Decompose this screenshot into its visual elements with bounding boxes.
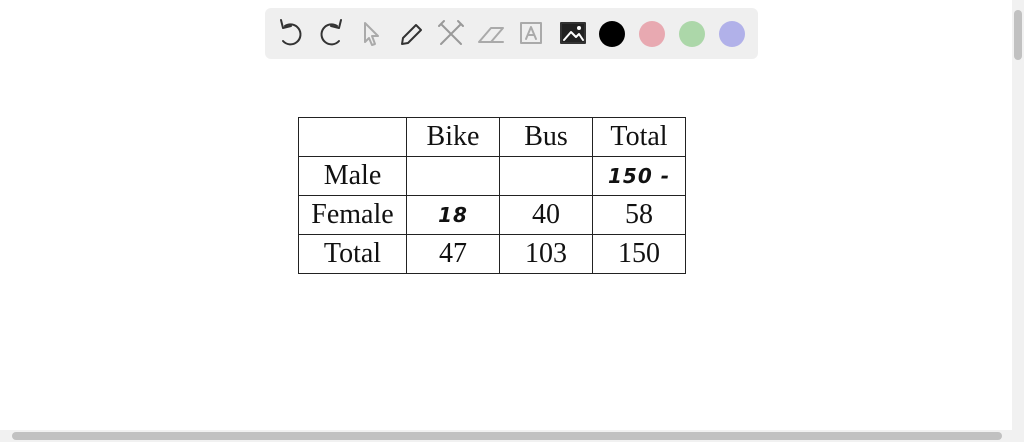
select-tool[interactable] <box>364 22 379 46</box>
row-label: Total <box>298 234 407 274</box>
scroll-thumb[interactable] <box>1014 10 1022 60</box>
table-cell: 58 <box>592 195 686 235</box>
color-purple[interactable] <box>719 21 745 47</box>
table-cell: 47 <box>406 234 500 274</box>
undo-button[interactable] <box>280 19 302 46</box>
redo-button[interactable] <box>320 19 342 46</box>
row-label: Female <box>298 195 407 235</box>
scroll-thumb[interactable] <box>12 432 1002 440</box>
vertical-scrollbar[interactable] <box>1012 0 1024 430</box>
handwritten-cell: 150 - <box>592 156 686 196</box>
row-label: Male <box>298 156 407 196</box>
table-cell: 150 <box>592 234 686 274</box>
horizontal-scrollbar[interactable] <box>0 430 1024 442</box>
color-black[interactable] <box>599 21 625 47</box>
column-header: Bike <box>406 117 500 157</box>
table-cell: 103 <box>499 234 593 274</box>
empty-cell <box>499 156 593 196</box>
color-pink[interactable] <box>639 21 665 47</box>
toolbar <box>265 8 758 59</box>
table-row: Total 47 103 150 <box>298 234 686 274</box>
pen-tool[interactable] <box>401 24 422 45</box>
table-cell: 40 <box>499 195 593 235</box>
table-row: Male 150 - <box>298 156 686 196</box>
header-row: Bike Bus Total <box>298 117 686 157</box>
empty-cell <box>406 156 500 196</box>
table-row: Female 18 40 58 <box>298 195 686 235</box>
eraser-tool[interactable] <box>478 27 504 43</box>
handwritten-cell: 18 <box>406 195 500 235</box>
corner-cell <box>298 117 407 157</box>
column-header: Bus <box>499 117 593 157</box>
text-tool[interactable] <box>520 22 542 44</box>
color-green[interactable] <box>679 21 705 47</box>
column-header: Total <box>592 117 686 157</box>
image-tool[interactable] <box>560 22 586 44</box>
tools-button[interactable] <box>438 20 464 45</box>
contingency-table: Bike Bus Total Male 150 - Female 18 40 5… <box>298 117 686 274</box>
